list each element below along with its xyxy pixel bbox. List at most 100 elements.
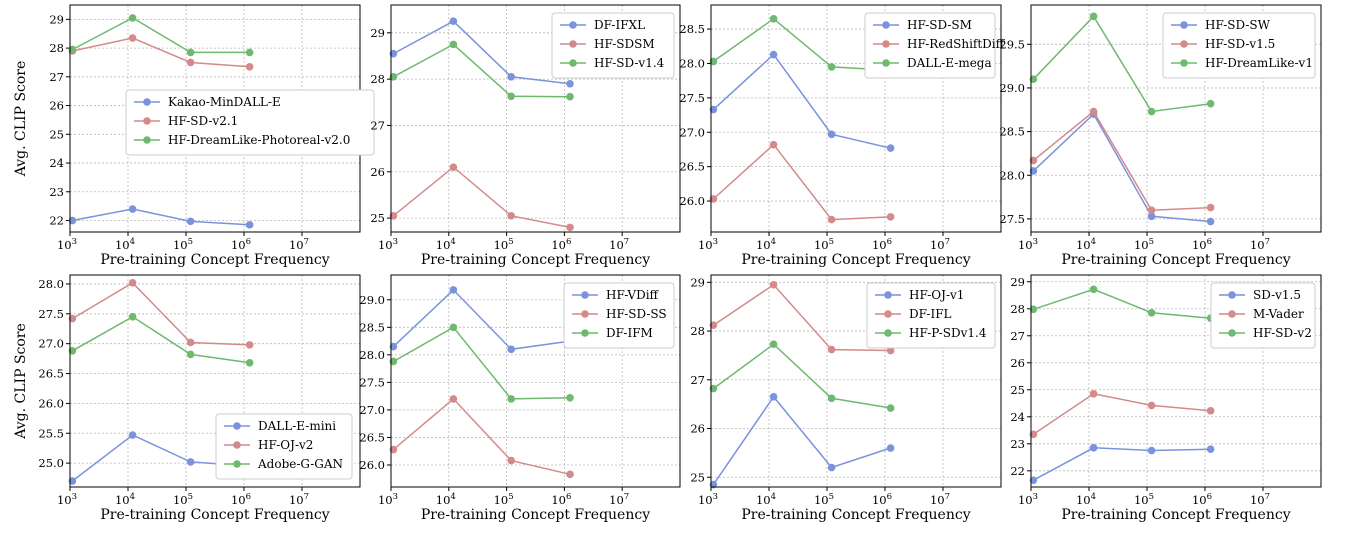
series-line-1 <box>1033 447 1211 481</box>
legend-label: HF-SD-v2.1 <box>168 114 238 128</box>
data-point <box>1206 217 1215 226</box>
series-line-3 <box>393 43 571 98</box>
x-tick-label: 103 <box>1018 492 1038 507</box>
legend-label: HF-DreamLike-v1 <box>1205 56 1313 70</box>
y-tick-label: 28.0 <box>359 348 385 362</box>
y-tick-label: 28.0 <box>679 56 705 70</box>
y-tick-label: 28.5 <box>679 22 705 36</box>
data-point <box>1147 107 1156 116</box>
legend-swatch-marker <box>233 441 241 449</box>
data-point <box>886 346 895 355</box>
data-point <box>128 278 137 287</box>
y-tick-label: 28 <box>49 41 64 55</box>
legend-swatch-marker <box>233 460 241 468</box>
data-point <box>449 163 458 171</box>
legend-label: DALL-E-mini <box>258 419 336 433</box>
x-tick-label: 106 <box>872 492 892 507</box>
x-tick-label: 103 <box>698 492 718 507</box>
y-tick-label: 26.0 <box>679 194 705 208</box>
x-tick-label: 107 <box>289 492 309 507</box>
x-tick-label: 105 <box>494 492 514 507</box>
y-tick-label: 22 <box>1010 464 1025 478</box>
legend-label: HF-SD-SM <box>907 18 972 32</box>
plot-frame <box>69 274 361 488</box>
legend-swatch-marker <box>581 329 589 337</box>
data-point <box>1147 212 1156 221</box>
data-point <box>68 216 77 225</box>
legend: SD-v1.5 M-Vader HF-SD-v2 <box>1210 282 1316 349</box>
data-point <box>186 48 195 57</box>
data-point <box>827 463 836 472</box>
x-axis-label: Pre-training Concept Frequency <box>421 252 650 268</box>
data-point <box>128 313 137 321</box>
data-point <box>1147 446 1156 455</box>
data-point <box>709 57 718 66</box>
data-point <box>449 395 458 403</box>
x-tick-label: 105 <box>1134 237 1154 252</box>
x-tick-label: 107 <box>289 237 309 252</box>
data-point <box>68 477 77 485</box>
data-point <box>186 217 195 226</box>
x-tick-label: 104 <box>436 492 456 507</box>
legend: DF-IFXL HF-SDSM HF-SD-v1.4 <box>551 12 675 79</box>
x-tick-label: 105 <box>494 237 514 252</box>
y-tick-label: 26.5 <box>38 367 64 381</box>
legend: HF-SD-SW HF-SD-v1.5 HF-DreamLike-v1 <box>1162 12 1316 79</box>
data-point <box>1029 75 1038 84</box>
data-point <box>566 223 574 232</box>
x-tick-label: 103 <box>378 492 398 507</box>
y-tick-label: 28 <box>370 72 385 86</box>
data-point <box>507 395 515 403</box>
legend-label: HF-RedShiftDiff <box>907 37 1006 51</box>
plot-frame <box>1030 274 1322 488</box>
data-point <box>1147 309 1156 317</box>
data-point <box>186 458 195 466</box>
data-point <box>566 470 574 479</box>
data-point <box>1089 107 1098 116</box>
y-tick-label: 29 <box>690 275 705 289</box>
legend-swatch-marker <box>884 329 892 337</box>
legend-box <box>215 413 353 480</box>
y-tick-label: 28.0 <box>38 277 64 291</box>
x-tick-label: 107 <box>930 237 950 252</box>
data-point <box>769 340 778 349</box>
y-tick-label: 27.0 <box>359 403 385 417</box>
data-point <box>827 345 836 354</box>
data-point <box>507 211 515 220</box>
plot-frame <box>390 4 681 233</box>
y-tick-label: 26.0 <box>359 458 385 472</box>
legend: HF-SD-SM HF-RedShiftDiff DALL-E-mega <box>864 12 1006 79</box>
data-point <box>769 393 778 401</box>
y-tick-label: 29 <box>49 12 64 26</box>
data-point <box>566 393 574 402</box>
data-point <box>1029 305 1038 314</box>
legend-swatch-marker <box>882 40 890 48</box>
legend-label: DF-IFXL <box>594 18 645 32</box>
legend-label: HF-OJ-v1 <box>909 288 964 302</box>
y-tick-label: 28.0 <box>999 168 1025 182</box>
data-point <box>186 338 195 347</box>
x-tick-label: 105 <box>1134 492 1154 507</box>
x-axis-label: Pre-training Concept Frequency <box>741 507 970 523</box>
legend-swatch-marker <box>884 291 892 299</box>
series-line-2 <box>712 283 891 352</box>
y-tick-label: 26 <box>49 99 64 113</box>
legend-label: Adobe-G-GAN <box>257 457 343 471</box>
y-tick-label: 26.5 <box>679 160 705 174</box>
legend: HF-VDiff HF-SD-SS DF-IFM <box>563 282 675 349</box>
chart-panel-1: 22 23 24 25 26 27 28 29 103 104 105 106 107Pre-train… <box>13 4 375 268</box>
x-tick-label: 104 <box>1076 237 1096 252</box>
legend-swatch-marker <box>569 40 577 48</box>
legend-swatch-marker <box>581 310 589 318</box>
legend-swatch-marker <box>1228 291 1236 299</box>
legend-box <box>563 282 675 349</box>
data-point <box>245 62 254 71</box>
x-tick-label: 105 <box>173 237 193 252</box>
data-point <box>68 314 77 323</box>
legend-swatch-marker <box>581 291 589 299</box>
series-line-1 <box>72 208 250 226</box>
y-tick-label: 27 <box>1010 329 1025 343</box>
data-point <box>1029 167 1038 175</box>
legend-label: SD-v1.5 <box>1253 288 1301 302</box>
data-point <box>68 45 77 54</box>
